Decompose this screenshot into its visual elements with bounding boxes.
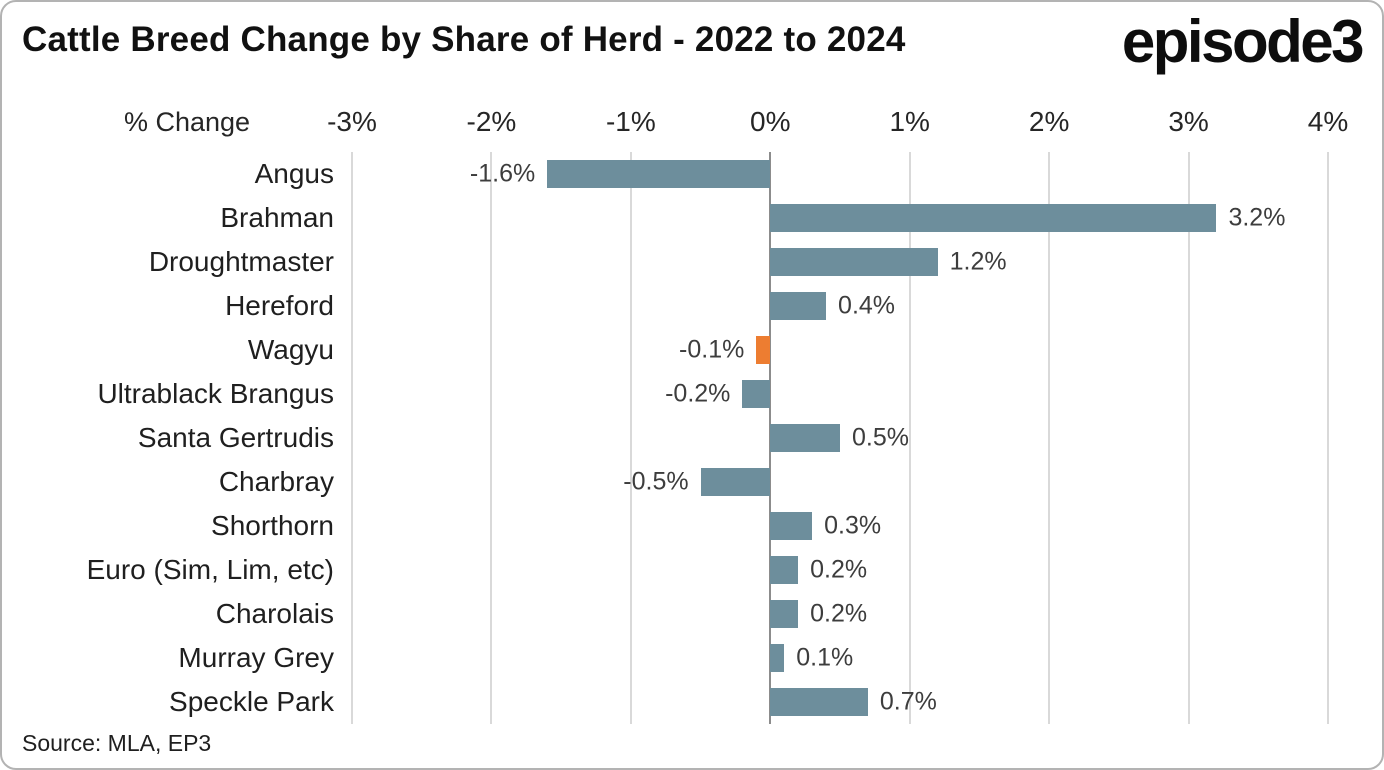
bar <box>770 424 840 452</box>
bar-row: Charbray -0.5% <box>22 460 1328 504</box>
value-label: 0.2% <box>810 555 868 584</box>
bar-rows: Angus -1.6% Brahman 3.2% Droughtmaster 1.2% He… <box>22 152 1328 724</box>
bar-row: Ultrablack Brangus -0.2% <box>22 372 1328 416</box>
category-label: Droughtmaster <box>148 246 334 277</box>
category-label: Murray Grey <box>178 642 334 673</box>
gridline <box>629 152 632 724</box>
bar-zone: 1.2% <box>352 240 1328 284</box>
bar-zone: 3.2% <box>352 196 1328 240</box>
bar <box>770 688 868 716</box>
bar-zone: 0.7% <box>352 680 1328 724</box>
category-label: Charolais <box>215 598 334 629</box>
category-label: Euro (Sim, Lim, etc) <box>86 554 334 585</box>
gridline <box>1187 152 1190 724</box>
bar <box>770 292 827 320</box>
bar-highlighted <box>756 336 771 364</box>
bar-row: Angus -1.6% <box>22 152 1328 196</box>
episode3-logo: episode3 <box>1121 8 1365 75</box>
bar-zone: 0.2% <box>352 548 1328 592</box>
bar-row: Charolais 0.2% <box>22 592 1328 636</box>
gridline <box>1327 152 1329 724</box>
bar-row: Wagyu -0.1% <box>22 328 1328 372</box>
axis-tick-label: 3% <box>1168 106 1209 137</box>
value-label: 0.7% <box>879 687 937 716</box>
bar-row: Murray Grey 0.1% <box>22 636 1328 680</box>
gridline <box>490 152 493 724</box>
gridline <box>1048 152 1051 724</box>
bar-row: Brahman 3.2% <box>22 196 1328 240</box>
bar <box>770 512 813 540</box>
axis-tick-label: 2% <box>1028 106 1070 137</box>
bar-zone: 0.4% <box>352 284 1328 328</box>
axis-tick-label: 1% <box>889 106 930 137</box>
value-label: 0.5% <box>852 423 909 452</box>
axis-ticks: -3% -2% -1% 0% 1% 2% 3% 4% <box>327 100 1348 140</box>
value-label: -0.2% <box>665 379 731 408</box>
source-note: Source: MLA, EP3 <box>22 729 212 756</box>
axis-tick-label: 0% <box>750 106 791 137</box>
category-label: Hereford <box>225 290 334 321</box>
axis-tick-label: -1% <box>605 106 656 137</box>
axis-tick-label: -2% <box>466 106 517 137</box>
page-title: Cattle Breed Change by Share of Herd - 2… <box>22 20 906 59</box>
category-label: Brahman <box>220 202 334 233</box>
category-label: Santa Gertrudis <box>137 422 334 453</box>
bar-row: Droughtmaster 1.2% <box>22 240 1328 284</box>
bar <box>700 468 771 496</box>
category-label: Shorthorn <box>211 510 334 541</box>
value-label: 0.4% <box>838 291 896 320</box>
axis-title: % Change <box>123 107 251 137</box>
axis-title-area: % Change <box>22 100 352 140</box>
bar-row: Hereford 0.4% <box>22 284 1328 328</box>
category-label: Charbray <box>218 466 334 497</box>
bar-zone: -0.2% <box>352 372 1328 416</box>
bar <box>770 600 799 628</box>
category-label: Speckle Park <box>169 686 334 717</box>
bar-row: Santa Gertrudis 0.5% <box>22 416 1328 460</box>
x-axis: % Change -3% -2% -1% 0% 1% 2% 3% 4% <box>22 100 1348 140</box>
value-label: 1.2% <box>949 247 1007 276</box>
bar <box>770 644 785 672</box>
bar <box>742 380 771 408</box>
bar-row: Shorthorn 0.3% <box>22 504 1328 548</box>
category-label: Ultrablack Brangus <box>97 378 334 409</box>
bar-row: Euro (Sim, Lim, etc) 0.2% <box>22 548 1328 592</box>
axis-tick-label: 4% <box>1307 106 1349 137</box>
bar-zone: -1.6% <box>352 152 1328 196</box>
footer: Source: MLA, EP3 <box>22 726 1362 760</box>
value-label: -1.6% <box>469 159 536 188</box>
bar <box>547 160 771 188</box>
bar-zone: -0.1% <box>352 328 1328 372</box>
category-label: Wagyu <box>247 334 334 365</box>
header: Cattle Breed Change by Share of Herd - 2… <box>22 8 1365 100</box>
bar-zone: 0.3% <box>352 504 1328 548</box>
bar-row: Speckle Park 0.7% <box>22 680 1328 724</box>
value-label: 0.1% <box>796 643 854 672</box>
bar <box>770 556 799 584</box>
axis-tick-label: -3% <box>327 106 377 137</box>
category-label: Angus <box>254 158 334 189</box>
gridline <box>908 152 911 724</box>
bar <box>770 248 938 276</box>
value-label: 0.3% <box>824 511 882 540</box>
gridline <box>351 152 353 724</box>
value-label: 0.2% <box>810 599 868 628</box>
bar-zone: 0.2% <box>352 592 1328 636</box>
bar-zone: -0.5% <box>352 460 1328 504</box>
bar <box>770 204 1217 232</box>
value-label: -0.5% <box>623 467 689 496</box>
bar-zone: 0.1% <box>352 636 1328 680</box>
bar-zone: 0.5% <box>352 416 1328 460</box>
plot-area: Angus -1.6% Brahman 3.2% Droughtmaster 1.2% He… <box>22 152 1329 724</box>
value-label: 3.2% <box>1228 203 1286 232</box>
value-label: -0.1% <box>679 335 745 364</box>
